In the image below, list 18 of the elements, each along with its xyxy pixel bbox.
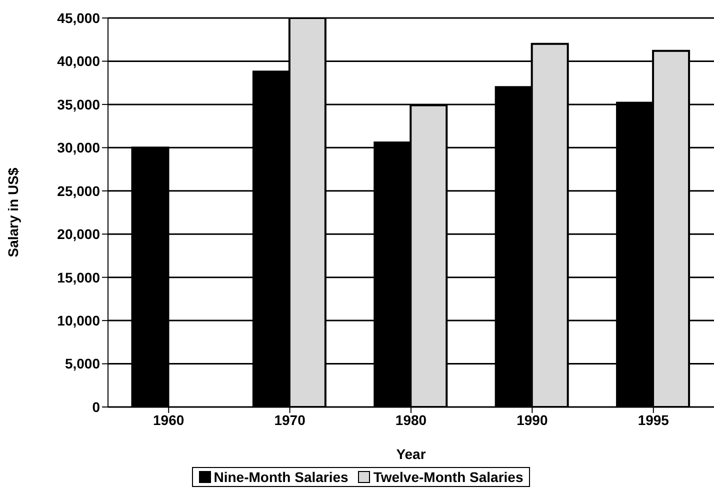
- x-tick-label: 1990: [516, 412, 548, 428]
- y-tick-label: 30,000: [57, 140, 100, 156]
- x-tick-label: 1960: [153, 412, 184, 428]
- y-tick-label: 15,000: [57, 269, 100, 286]
- x-tick-label: 1995: [638, 412, 670, 428]
- y-tick-label: 40,000: [57, 53, 100, 70]
- y-tick-label: 20,000: [57, 226, 100, 242]
- x-tick-label: 1970: [274, 412, 306, 428]
- y-tick-label: 35,000: [57, 96, 100, 112]
- legend-label: Nine-Month Salaries: [212, 469, 348, 485]
- y-tick-label: 10,000: [57, 312, 100, 329]
- legend-label: Twelve-Month Salaries: [372, 469, 524, 485]
- y-tick-label: 5,000: [64, 356, 100, 372]
- x-axis-title: Year: [396, 446, 426, 462]
- x-tick-label: 1980: [395, 412, 427, 428]
- y-tick-label: 25,000: [57, 182, 100, 199]
- y-tick-label: 0: [92, 398, 100, 415]
- y-tick-label: 45,000: [57, 10, 100, 26]
